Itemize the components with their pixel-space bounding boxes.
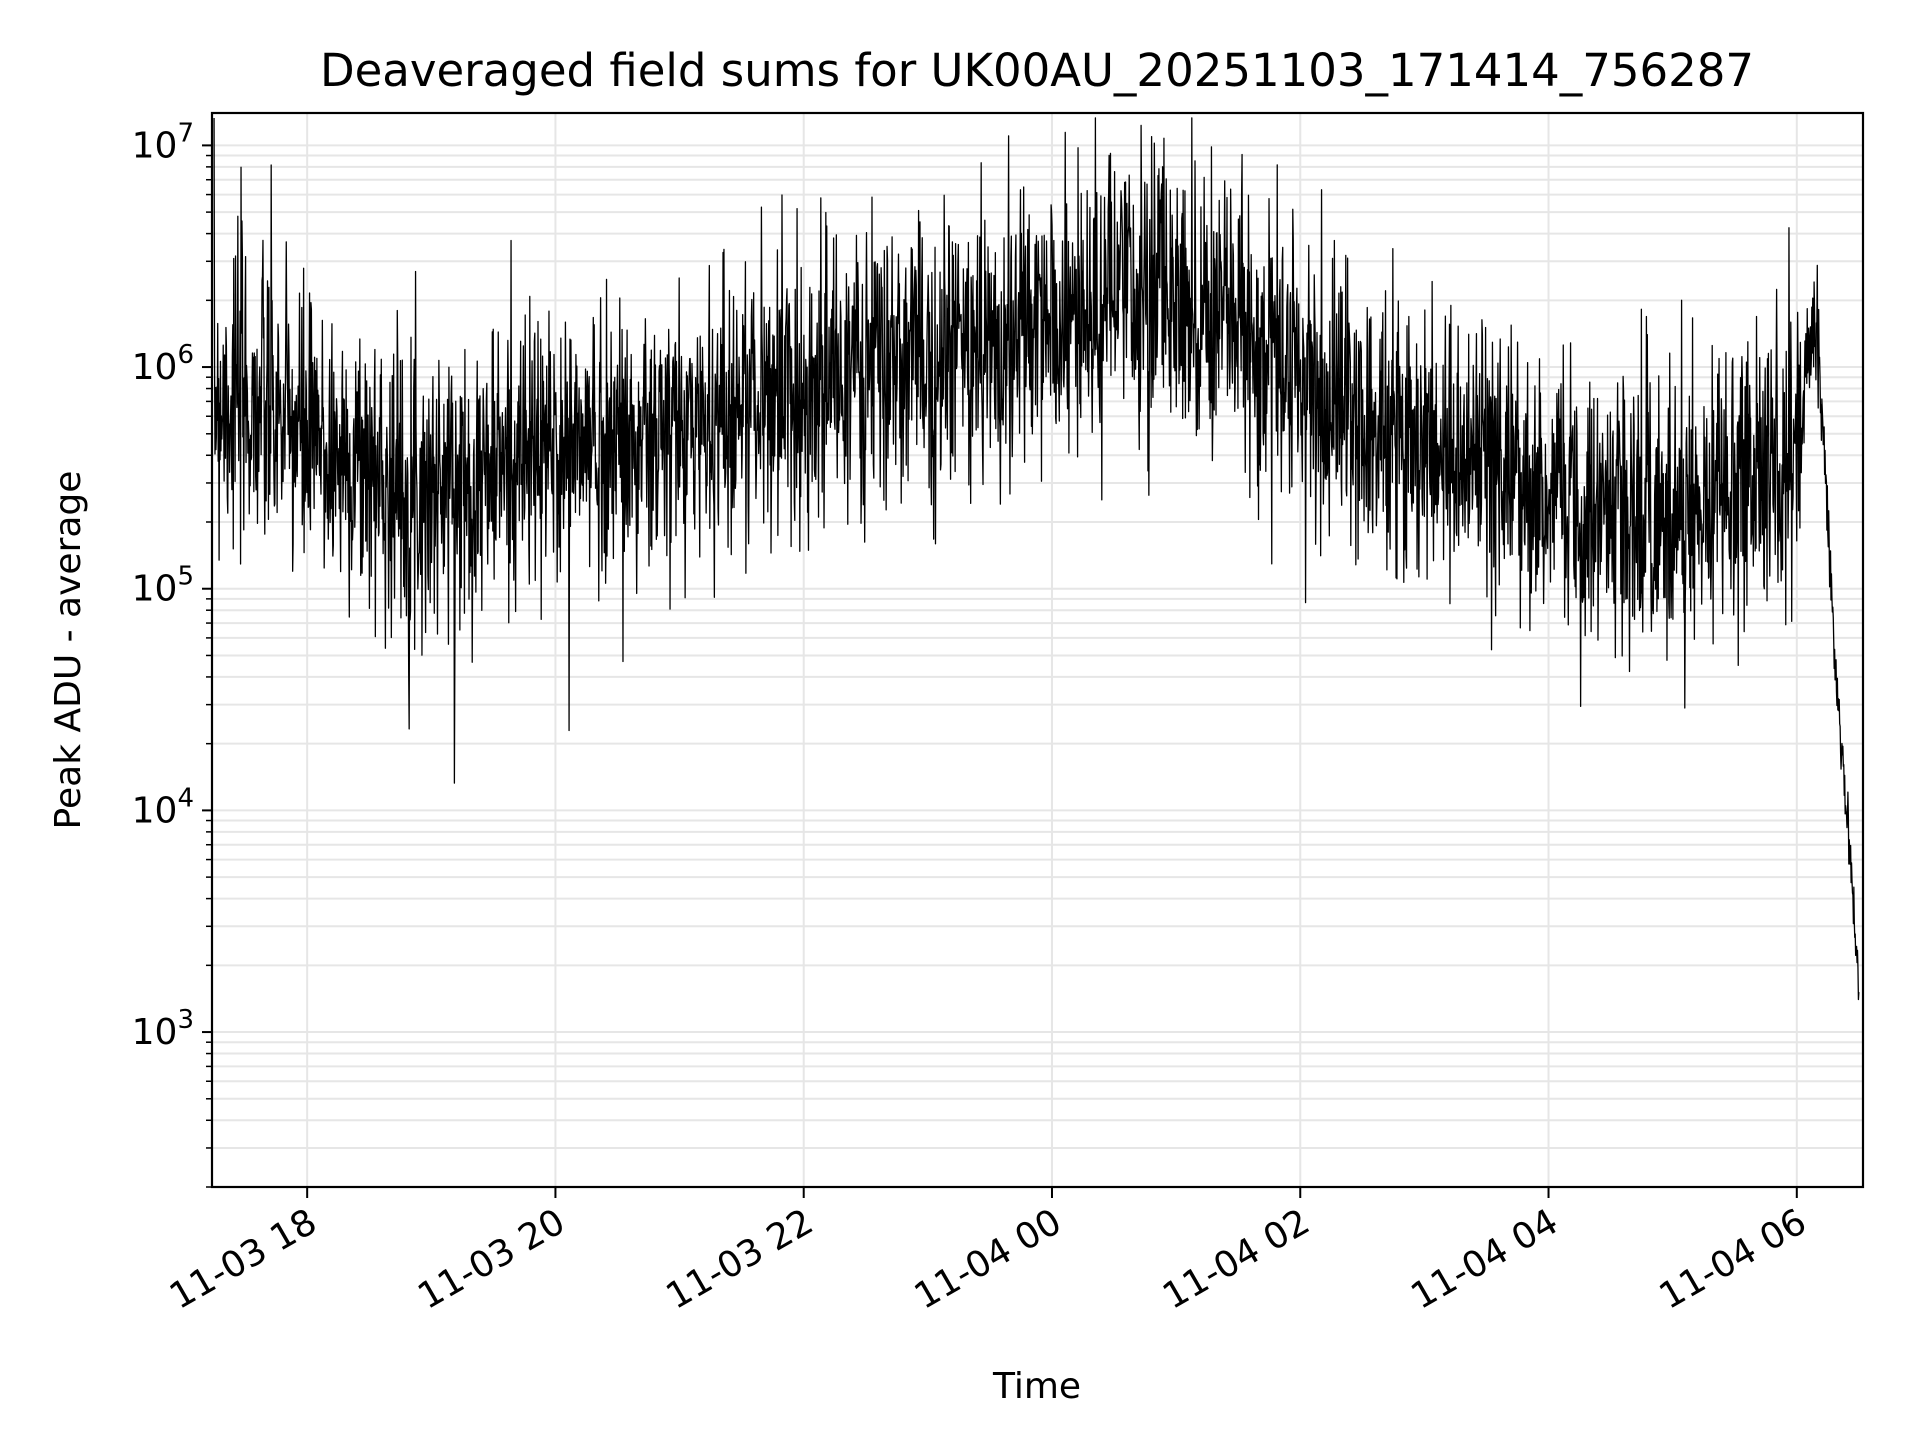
series-layer <box>213 117 1860 1001</box>
series-line <box>213 117 1860 1001</box>
x-axis: 11-03 18 11-03 20 11-03 22 11-04 00 11-04 02… <box>163 1187 1813 1318</box>
x-tick-label: 11-04 02 <box>1156 1201 1317 1317</box>
y-tick-label: 107 <box>132 118 194 166</box>
x-axis-label: Time <box>992 1366 1081 1407</box>
y-axis: 103 104 105 106 107 <box>132 118 212 1188</box>
y-axis-label: Peak ADU - average <box>48 471 89 830</box>
x-tick-label: 11-04 06 <box>1653 1201 1814 1317</box>
y-tick-label: 106 <box>132 340 194 388</box>
y-tick-label: 105 <box>132 562 194 610</box>
grid <box>212 113 1863 1188</box>
y-tick-label: 103 <box>132 1005 194 1053</box>
y-tick-label: 104 <box>132 783 194 831</box>
chart-title: Deaveraged field sums for UK00AU_2025110… <box>320 44 1754 97</box>
plot-frame <box>210 111 1865 1189</box>
x-tick-label: 11-04 04 <box>1404 1201 1565 1317</box>
x-tick-label: 11-03 18 <box>163 1201 324 1317</box>
x-tick-label: 11-04 00 <box>908 1201 1069 1317</box>
x-tick-label: 11-03 22 <box>660 1201 821 1317</box>
x-tick-label: 11-03 20 <box>411 1201 572 1317</box>
